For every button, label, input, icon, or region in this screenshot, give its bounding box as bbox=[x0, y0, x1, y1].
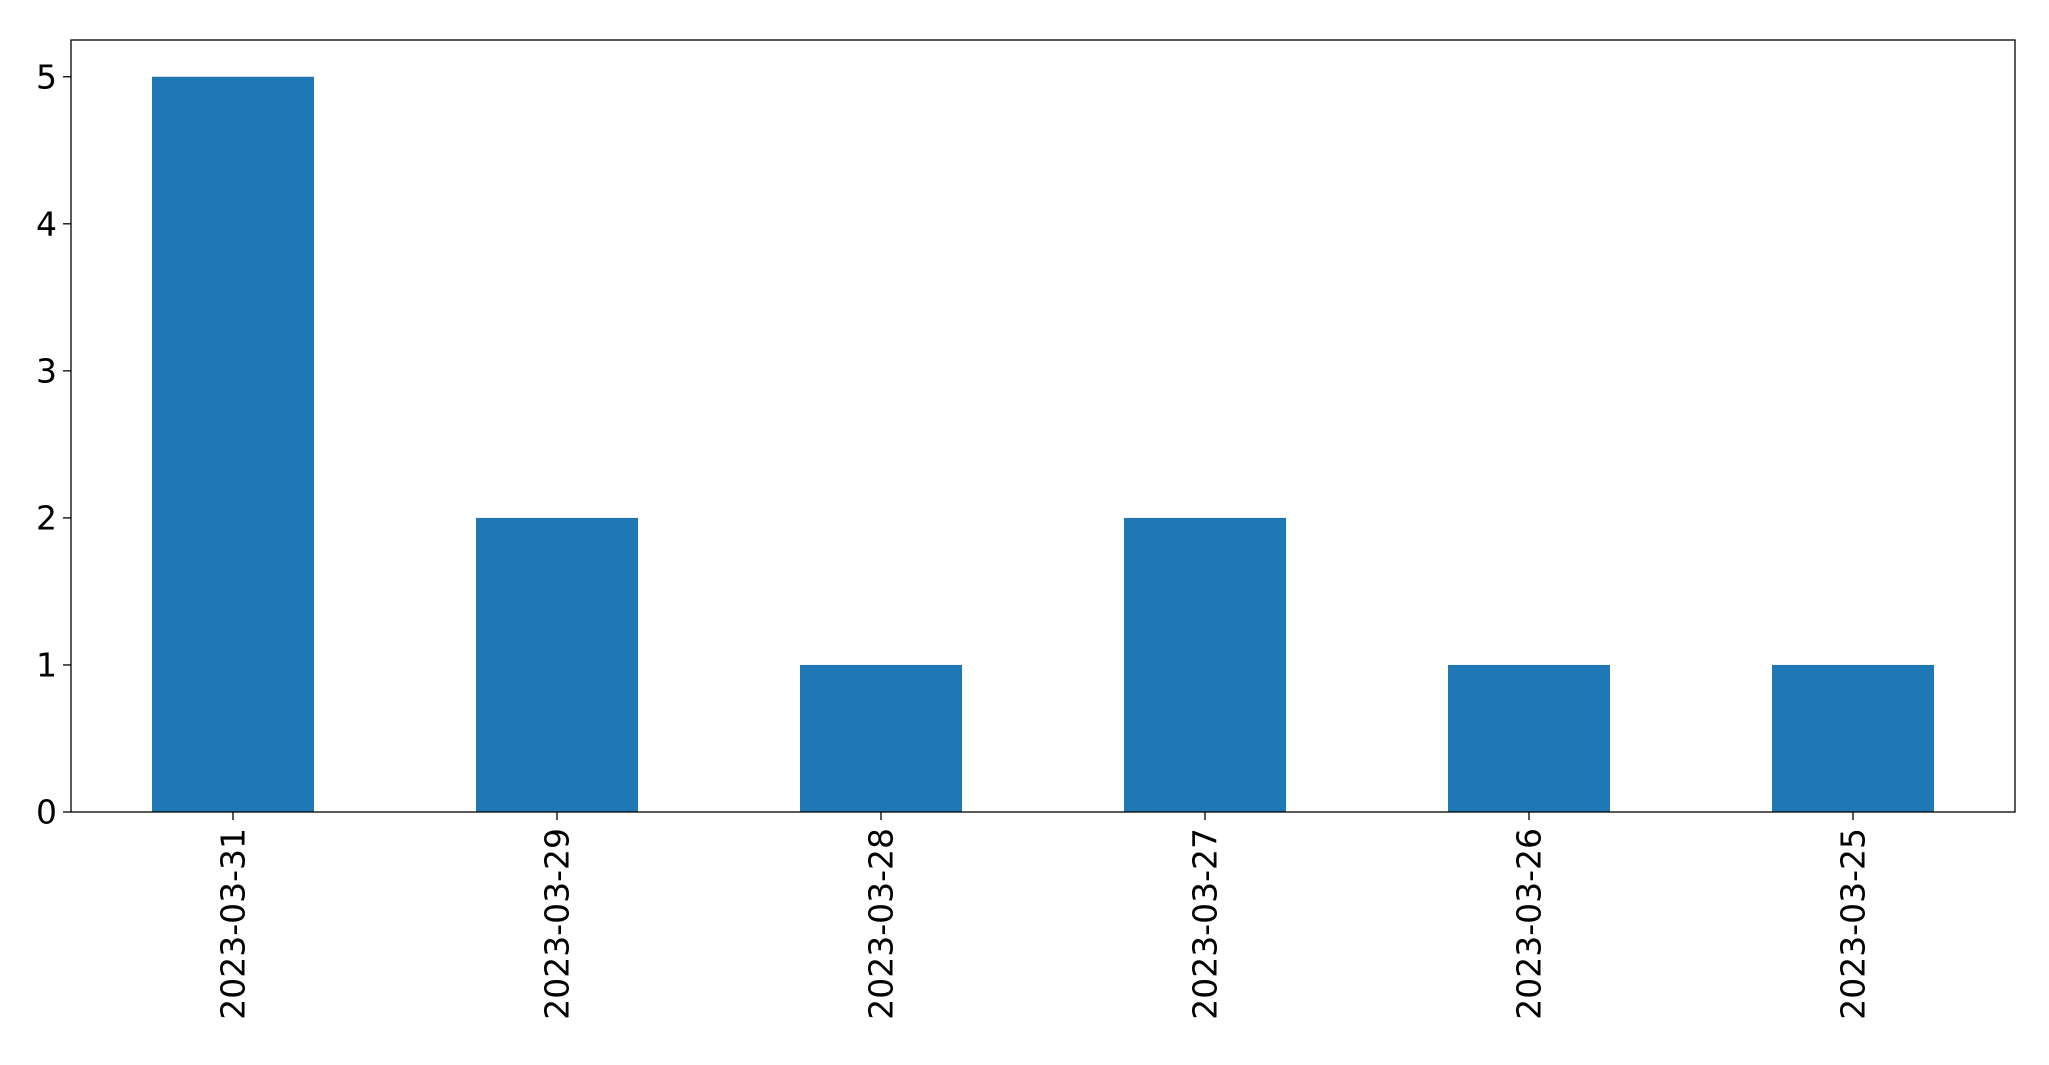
plot-frame bbox=[70, 39, 2016, 813]
x-tick-label: 2023-03-27 bbox=[1186, 828, 1225, 1020]
bar-2023-03-27 bbox=[1124, 517, 1286, 812]
y-tick-label: 1 bbox=[36, 645, 57, 684]
y-tick-label: 2 bbox=[36, 498, 57, 537]
y-tick-label: 0 bbox=[36, 793, 57, 832]
bar-2023-03-29 bbox=[476, 517, 638, 812]
x-tick-label: 2023-03-28 bbox=[862, 828, 901, 1020]
bar-2023-03-26 bbox=[1448, 664, 1610, 812]
bars-group bbox=[152, 76, 1934, 812]
y-tick-label: 4 bbox=[36, 204, 57, 243]
y-tick-label: 5 bbox=[36, 57, 57, 96]
x-tick-label: 2023-03-29 bbox=[538, 828, 577, 1020]
bar-2023-03-28 bbox=[800, 664, 962, 812]
y-axis: 0 1 2 3 4 5 bbox=[36, 57, 71, 832]
x-axis: 2023-03-31 2023-03-29 2023-03-28 2023-03-27… bbox=[214, 812, 1873, 1020]
bar-2023-03-25 bbox=[1772, 664, 1934, 812]
y-tick-label: 3 bbox=[36, 351, 57, 390]
x-tick-label: 2023-03-26 bbox=[1510, 828, 1549, 1020]
x-tick-label: 2023-03-25 bbox=[1834, 828, 1873, 1020]
x-tick-label: 2023-03-31 bbox=[214, 828, 253, 1020]
bar-2023-03-31 bbox=[152, 76, 314, 812]
